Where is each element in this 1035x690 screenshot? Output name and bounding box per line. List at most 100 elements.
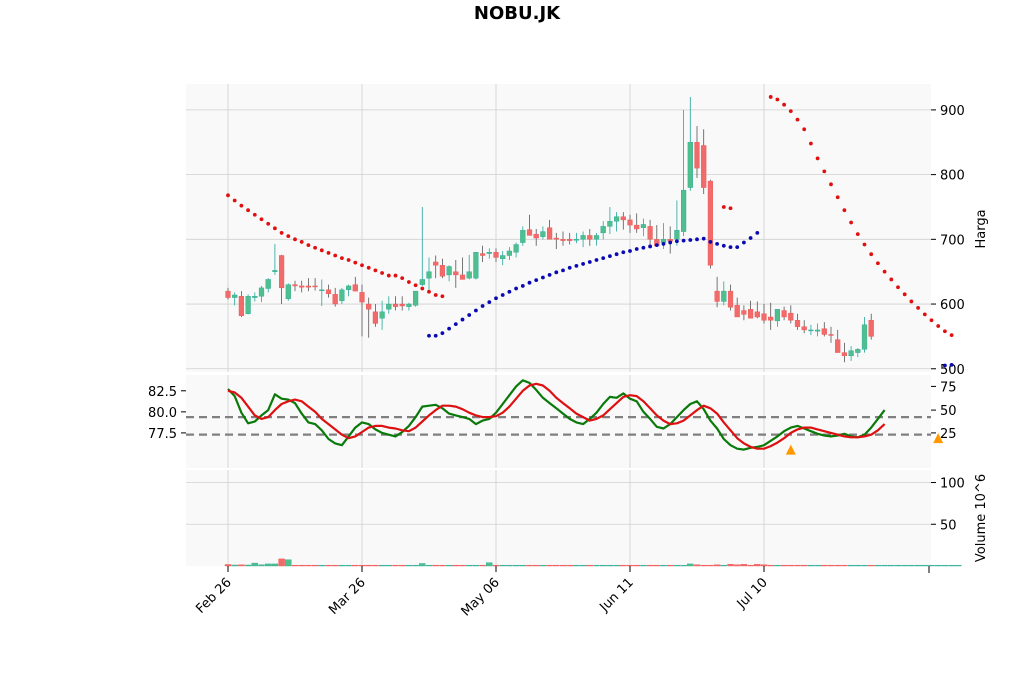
- volume-bar: [573, 564, 580, 567]
- candle-body: [640, 224, 647, 228]
- sar-dot-above: [809, 141, 813, 146]
- candle-body: [707, 180, 714, 266]
- sar-dot-below: [621, 250, 626, 255]
- sar-dot-above: [266, 221, 271, 226]
- price-ytick-label: 900: [940, 104, 965, 119]
- candle-body: [600, 226, 606, 234]
- sar-dot-above: [346, 258, 351, 262]
- osc-line-k: [227, 379, 886, 451]
- volume-bar: [352, 564, 359, 567]
- volume-bar: [385, 564, 392, 567]
- volume-bar: [780, 564, 788, 567]
- sar-dot-below: [547, 273, 552, 277]
- sar-dot-above: [400, 276, 405, 281]
- sar-dot-above: [842, 208, 847, 213]
- candle-body: [453, 271, 459, 276]
- volume-bar: [794, 564, 801, 567]
- sar-dot-below: [581, 262, 585, 266]
- candle-body: [459, 274, 466, 280]
- volume-bar: [559, 564, 567, 567]
- sar-dot-above: [775, 97, 780, 102]
- volume-bar: [258, 564, 265, 567]
- sar-dot-above: [802, 127, 807, 132]
- volume-bar: [539, 564, 547, 567]
- volume-bar: [325, 564, 332, 567]
- volume-bar: [372, 564, 379, 567]
- sar-dot-below: [735, 245, 740, 249]
- candle-body: [768, 316, 774, 321]
- candle-body: [647, 226, 653, 240]
- volume-bar: [881, 564, 888, 567]
- x-tick-label: May 06: [459, 575, 503, 619]
- sar-dot-below: [675, 239, 679, 244]
- sar-dot-above: [440, 294, 445, 299]
- sar-dot-below: [527, 280, 532, 285]
- sar-dot-above: [259, 217, 264, 222]
- candle-body: [788, 312, 794, 321]
- volume-bar: [928, 564, 935, 567]
- sar-dot-above: [420, 286, 425, 291]
- volume-bar: [479, 564, 486, 567]
- candle-body: [701, 145, 707, 188]
- sar-dot-below: [440, 331, 445, 336]
- volume-panel-bg: [186, 470, 931, 566]
- candle-body: [352, 284, 358, 292]
- vol-ytick-label: 50: [940, 518, 957, 533]
- volume-bar: [747, 564, 754, 567]
- volume-bar: [640, 564, 647, 567]
- candle-body: [714, 290, 720, 302]
- candle-body: [319, 289, 325, 292]
- volume-bar: [727, 564, 734, 567]
- candle-body: [513, 244, 519, 253]
- candle-body: [801, 326, 807, 331]
- x-tick-label: Feb 26: [193, 575, 235, 617]
- sar-dot-above: [876, 261, 880, 266]
- sar-dot-below: [574, 263, 579, 268]
- candle-body: [406, 303, 412, 307]
- volume-bar: [452, 564, 459, 567]
- oscillator-panel: 77.5 80.0 82.5 25 50 75: [148, 375, 957, 468]
- candle-body: [808, 329, 814, 332]
- sar-dot-above: [896, 285, 900, 290]
- volume-bar: [660, 564, 667, 567]
- sar-dot-below: [708, 240, 713, 244]
- sar-dot-below: [561, 268, 565, 273]
- volume-bar: [874, 564, 882, 567]
- candle-body: [399, 303, 405, 307]
- volume-bar: [238, 564, 245, 567]
- candle-body: [433, 261, 439, 266]
- volume-bar: [271, 563, 279, 567]
- sar-dot-above: [226, 193, 230, 198]
- candle-body: [279, 255, 285, 289]
- sar-dot-above: [360, 263, 364, 268]
- candle-body: [359, 292, 365, 303]
- candle-body: [258, 287, 265, 297]
- candle-body: [305, 285, 312, 288]
- candle-body: [392, 303, 399, 307]
- candle-body: [694, 142, 700, 169]
- sar-dot-below: [648, 244, 652, 249]
- volume-bar: [593, 564, 600, 567]
- volume-bar: [673, 564, 681, 567]
- candle-body: [634, 224, 640, 230]
- sar-dot-below: [668, 240, 673, 245]
- candle-body: [687, 142, 693, 188]
- candle-body: [781, 310, 787, 318]
- volume-bar: [251, 562, 259, 567]
- volume-bar: [713, 564, 721, 567]
- volume-bar: [318, 564, 325, 567]
- sar-dot-above: [246, 208, 251, 213]
- candle-body: [627, 219, 633, 226]
- volume-bar: [935, 564, 942, 567]
- sar-dot-above: [768, 95, 773, 99]
- volume-bar: [399, 564, 406, 567]
- sar-dot-above: [333, 253, 338, 258]
- candle-body: [252, 296, 258, 298]
- volume-bar: [613, 564, 620, 567]
- sar-dot-below: [433, 333, 438, 338]
- candle-body: [526, 229, 533, 236]
- sar-dot-above: [862, 242, 867, 247]
- sar-dot-below: [474, 308, 478, 313]
- candle-body: [580, 235, 586, 240]
- osc-right-tick-label: 25: [940, 427, 957, 442]
